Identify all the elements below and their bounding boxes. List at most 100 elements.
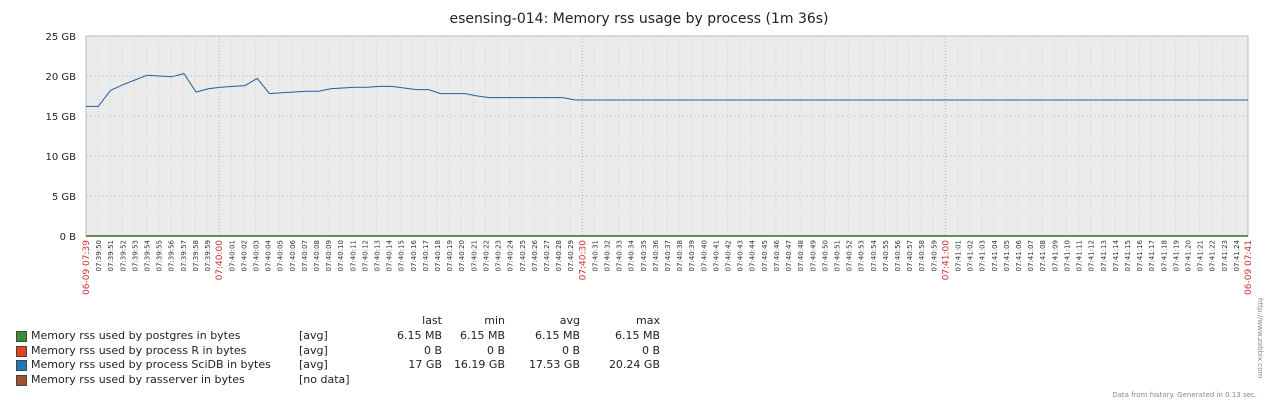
legend-value-avg: 0 B [561, 343, 580, 357]
x-tick-label: 07:40:52 [846, 240, 854, 271]
legend-swatch [16, 375, 27, 387]
x-tick-label: 07:40:58 [918, 240, 926, 271]
x-tick-label: 07:40:05 [277, 240, 285, 271]
legend-value-last: 0 B [423, 343, 442, 357]
x-tick-label: 07:40:20 [458, 240, 466, 271]
x-tick-label: 07:40:26 [531, 239, 539, 271]
legend-series-name: Memory rss used by process R in bytes [31, 343, 247, 357]
x-tick-label: 07:40:49 [809, 240, 817, 271]
legend-swatch [16, 345, 27, 357]
x-tick-label: 07:40:11 [349, 240, 357, 271]
x-tick-label: 07:40:04 [265, 239, 273, 271]
x-tick-label: 07:40:22 [482, 240, 490, 271]
x-tick-label: 07:41:05 [1003, 240, 1011, 271]
x-tick-label: 07:41:00 [941, 240, 951, 281]
x-tick-label: 07:40:36 [652, 239, 660, 271]
x-tick-label: 07:39:56 [168, 239, 176, 271]
x-tick-label: 07:41:12 [1088, 240, 1096, 271]
legend-row: Memory rss used by rasserver in bytes [no… [16, 373, 716, 387]
side-watermark: http://www.zabbix.com [1256, 298, 1264, 379]
legend-function: [avg] [299, 329, 328, 342]
x-tick-label: 07:41:24 [1233, 239, 1241, 271]
x-tick-label: 07:40:59 [930, 240, 938, 271]
x-tick-label: 07:40:53 [858, 240, 866, 271]
x-tick-label: 07:41:09 [1051, 240, 1059, 271]
x-tick-label: 07:41:06 [1015, 239, 1023, 271]
x-tick-label: 07:41:04 [991, 239, 999, 271]
x-tick-label: 07:40:01 [228, 240, 236, 271]
legend-header-max: max [636, 314, 660, 327]
x-tick-label: 07:40:44 [749, 239, 757, 271]
x-tick-label: 07:40:42 [725, 240, 733, 271]
x-tick-label: 07:41:01 [955, 240, 963, 271]
x-tick-label: 07:41:21 [1197, 240, 1205, 271]
x-tick-label: 07:40:16 [410, 239, 418, 271]
x-tick-label: 07:40:13 [374, 240, 382, 271]
y-tick-label: 15 GB [45, 112, 76, 123]
x-tick-label: 07:40:21 [470, 240, 478, 271]
x-tick-label: 07:40:34 [628, 239, 636, 271]
x-tick-label: 07:40:25 [519, 240, 527, 271]
legend-value-avg: 17.53 GB [528, 358, 580, 372]
x-tick-label: 07:40:31 [591, 240, 599, 271]
x-tick-label: 07:39:53 [131, 240, 139, 271]
x-tick-label: 07:41:10 [1063, 240, 1071, 271]
legend-header-avg: avg [559, 314, 580, 327]
legend-value-max: 0 B [641, 343, 660, 357]
x-tick-label: 07:40:38 [676, 240, 684, 271]
x-tick-label: 07:41:16 [1136, 239, 1144, 271]
legend-row: Memory rss used by process R in bytes [av… [16, 344, 716, 358]
legend-value-max: 20.24 GB [608, 358, 660, 372]
legend-header-min: min [484, 314, 505, 327]
x-tick-label: 07:40:57 [906, 240, 914, 271]
footer-text: Data from history. Generated in 0.13 sec… [1112, 391, 1257, 399]
y-tick-label: 10 GB [45, 152, 76, 163]
legend-value-min: 16.19 GB [453, 358, 505, 372]
x-tick-label: 07:40:46 [773, 239, 781, 271]
x-tick-label: 07:41:14 [1112, 239, 1120, 271]
legend-row: Memory rss used by process SciDB in byte… [16, 358, 716, 372]
x-tick-label: 07:40:29 [567, 240, 575, 271]
x-tick-label: 07:39:58 [192, 240, 200, 271]
legend-value-min: 6.15 MB [459, 329, 505, 342]
legend-function: [no data] [299, 373, 350, 387]
x-tick-label: 07:40:50 [821, 240, 829, 271]
series-line [86, 73, 1248, 107]
x-tick-label: 07:40:33 [616, 240, 624, 271]
x-tick-label: 07:40:19 [446, 240, 454, 271]
y-tick-label: 5 GB [52, 192, 76, 203]
y-tick-label: 0 B [60, 232, 77, 243]
x-tick-label: 07:40:30 [578, 240, 588, 281]
legend-row: Memory rss used by postgres in bytes [avg… [16, 329, 716, 343]
x-tick-label: 07:41:18 [1160, 240, 1168, 271]
x-tick-label: 07:40:41 [712, 240, 720, 271]
x-tick-label: 07:40:18 [434, 240, 442, 271]
y-tick-label: 25 GB [45, 32, 76, 43]
x-tick-label: 07:40:17 [422, 240, 430, 271]
chart: esensing-014: Memory rss usage by proces… [45, 11, 1254, 295]
x-tick-label: 07:40:12 [361, 240, 369, 271]
x-tick-label: 07:41:08 [1039, 240, 1047, 271]
legend-series-name: Memory rss used by process SciDB in byte… [31, 358, 271, 372]
x-tick-label: 07:40:24 [507, 239, 515, 271]
x-tick-label: 07:39:55 [156, 240, 164, 271]
x-tick-label: 07:40:28 [555, 240, 563, 271]
x-tick-label: 07:39:50 [95, 240, 103, 271]
chart-title: esensing-014: Memory rss usage by proces… [449, 11, 828, 27]
legend-value-last: 17 GB [408, 358, 442, 372]
legend-series-name: Memory rss used by rasserver in bytes [31, 373, 245, 387]
x-tick-label: 07:40:55 [882, 240, 890, 271]
x-tick-label: 07:40:03 [252, 240, 260, 271]
x-tick-label: 07:40:08 [313, 240, 321, 271]
legend-value-max: 6.15 MB [614, 329, 660, 342]
legend-function: [avg] [299, 343, 328, 357]
x-tick-label: 07:40:51 [833, 240, 841, 271]
x-tick-label: 07:41:13 [1100, 240, 1108, 271]
x-tick-label: 07:40:35 [640, 240, 648, 271]
x-tick-label: 07:41:11 [1076, 240, 1084, 271]
x-tick-label: 07:40:56 [894, 239, 902, 271]
x-tick-label: 07:40:15 [398, 240, 406, 271]
x-tick-label: 07:39:51 [107, 240, 115, 271]
x-tick-label: 07:39:59 [204, 240, 212, 271]
x-tick-label: 07:40:45 [761, 240, 769, 271]
